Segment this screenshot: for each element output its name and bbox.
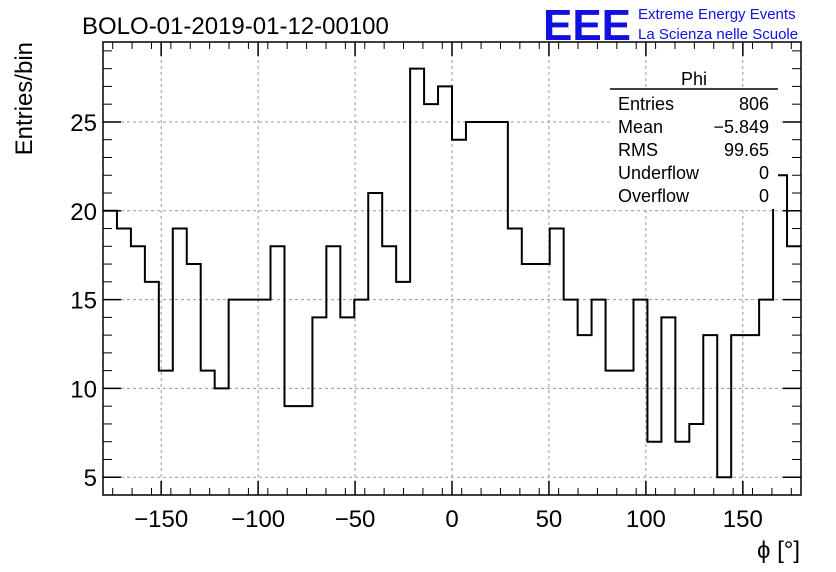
stats-box-background <box>610 89 778 209</box>
stats-row-label: Overflow <box>618 186 690 206</box>
histogram-bin <box>326 246 340 495</box>
y-tick-label: 20 <box>70 199 97 226</box>
histogram-bin <box>257 300 271 495</box>
stats-row-value: 0 <box>759 163 769 183</box>
histogram-bin <box>745 335 759 495</box>
stats-row-value: 806 <box>739 94 769 114</box>
x-axis-label: ϕ [°] <box>757 537 800 564</box>
axes: −150 −100 −50 0 50 100 150 5 10 15 20 25 <box>70 41 802 533</box>
y-tick-label: 5 <box>84 465 97 492</box>
stats-row-label: RMS <box>618 140 658 160</box>
stats-name: Phi <box>681 69 707 89</box>
x-tick-label: 150 <box>723 506 763 533</box>
histogram-bin <box>578 335 592 495</box>
histogram-bin <box>522 264 536 495</box>
histogram-bin <box>633 300 647 495</box>
stats-row-value: 99.65 <box>724 140 769 160</box>
x-tick-label: −100 <box>231 506 285 533</box>
chart-title: BOLO-01-2019-01-12-00100 <box>82 13 389 40</box>
org-line-1: Extreme Energy Events <box>638 6 796 23</box>
histogram-bin <box>564 300 578 495</box>
histogram-bin <box>173 229 187 495</box>
histogram-bin <box>494 122 508 495</box>
histogram-bin <box>508 229 522 495</box>
y-axis-label: Entries/bin <box>11 42 38 155</box>
histogram-bin <box>284 406 298 495</box>
histogram-bin <box>689 424 703 495</box>
histogram-bin <box>298 406 312 495</box>
x-tick-label: 50 <box>536 506 563 533</box>
stats-row-label: Underflow <box>618 163 700 183</box>
histogram-bin <box>661 317 675 495</box>
histogram-bin <box>647 442 661 495</box>
histogram-bin <box>243 300 257 495</box>
histogram-bin <box>480 122 494 495</box>
histogram-bin <box>592 300 606 495</box>
histogram-bin <box>536 264 550 495</box>
y-tick-label: 15 <box>70 288 97 315</box>
x-tick-label: −150 <box>134 506 188 533</box>
stats-row-value: 0 <box>759 186 769 206</box>
histogram-bin <box>410 69 424 495</box>
histogram-bin <box>466 122 480 495</box>
histogram-bin <box>382 246 396 495</box>
x-tick-label: −50 <box>335 506 376 533</box>
y-tick-label: 25 <box>70 110 97 137</box>
histogram-bin <box>229 300 243 495</box>
histogram-bin <box>131 246 145 495</box>
stats-row-label: Mean <box>618 117 663 137</box>
stats-row-value: −5.849 <box>713 117 769 137</box>
stats-row-label: Entries <box>618 94 674 114</box>
histogram-bin <box>354 300 368 495</box>
org-line-2: La Scienza nelle Scuole <box>638 26 798 43</box>
histogram-bin <box>215 388 229 495</box>
histogram-bin <box>271 246 285 495</box>
histogram-bin <box>201 371 215 495</box>
histogram-bin <box>368 193 382 495</box>
histogram-bin <box>340 317 354 495</box>
eee-logo: EEE Extreme Energy Events La Scienza nel… <box>543 1 798 50</box>
histogram-bin <box>703 335 717 495</box>
stats-box: Phi Entries 806 Mean −5.849 RMS 99.65 Underflo… <box>610 69 778 209</box>
histogram-bin <box>620 371 634 495</box>
histogram-bars <box>103 67 801 495</box>
y-tick-label: 10 <box>70 376 97 403</box>
x-tick-label: 100 <box>626 506 666 533</box>
histogram-bin <box>117 229 131 495</box>
histogram-bin <box>606 371 620 495</box>
histogram-outline <box>103 67 801 479</box>
histogram-bin <box>438 86 452 495</box>
histogram-bin <box>452 140 466 495</box>
histogram-bin <box>550 229 564 495</box>
histogram-bin <box>773 175 787 495</box>
histogram-bin <box>312 317 326 495</box>
histogram-bin <box>675 442 689 495</box>
histogram-bin <box>717 477 731 495</box>
histogram-bin <box>759 300 773 495</box>
x-tick-label: 0 <box>445 506 458 533</box>
histogram-bin <box>187 264 201 495</box>
